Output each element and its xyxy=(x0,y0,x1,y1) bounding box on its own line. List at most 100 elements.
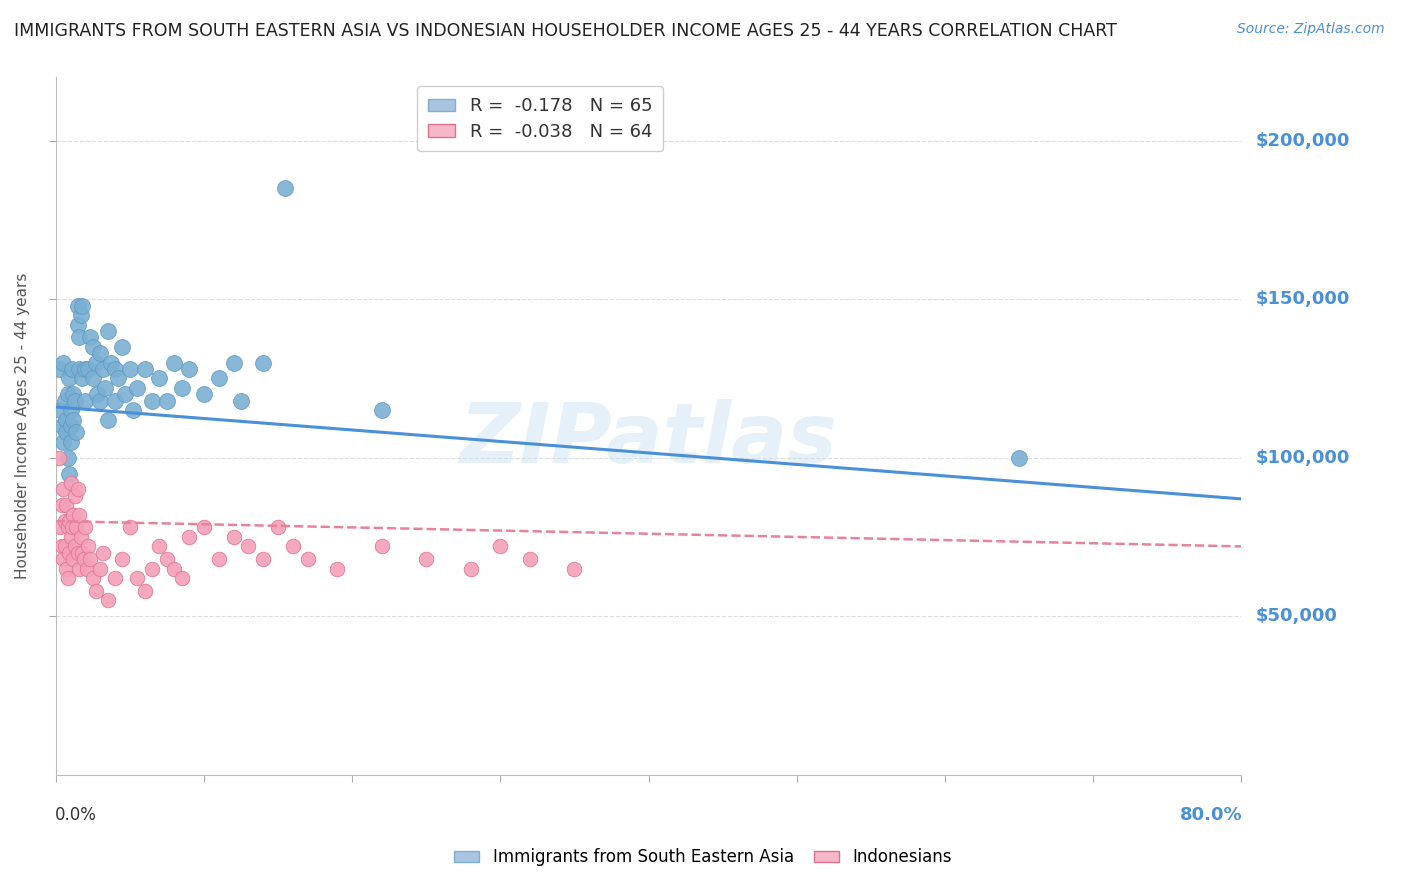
Point xyxy=(67,330,90,344)
Point xyxy=(193,520,215,534)
Point xyxy=(63,489,86,503)
Point xyxy=(163,356,186,370)
Point xyxy=(163,561,186,575)
Point xyxy=(97,324,120,338)
Point xyxy=(58,514,80,528)
Point xyxy=(82,571,104,585)
Point xyxy=(59,434,82,449)
Point xyxy=(55,425,77,440)
Point xyxy=(79,552,101,566)
Point xyxy=(86,387,108,401)
Point xyxy=(66,483,89,497)
Point xyxy=(63,540,86,554)
Point xyxy=(297,552,319,566)
Point xyxy=(70,308,93,322)
Point xyxy=(415,552,437,566)
Legend: R =  -0.178   N = 65, R =  -0.038   N = 64: R = -0.178 N = 65, R = -0.038 N = 64 xyxy=(418,87,664,152)
Point xyxy=(56,571,79,585)
Point xyxy=(82,371,104,385)
Point xyxy=(58,546,80,560)
Point xyxy=(59,476,82,491)
Point xyxy=(134,583,156,598)
Point xyxy=(326,561,349,575)
Text: 0.0%: 0.0% xyxy=(55,806,97,824)
Text: $100,000: $100,000 xyxy=(1256,449,1350,467)
Point xyxy=(59,530,82,544)
Point xyxy=(127,571,149,585)
Point xyxy=(62,387,84,401)
Point xyxy=(66,318,89,332)
Point xyxy=(82,340,104,354)
Point xyxy=(91,362,114,376)
Point xyxy=(156,393,179,408)
Point xyxy=(51,419,73,434)
Point xyxy=(52,552,75,566)
Point xyxy=(267,520,290,534)
Point xyxy=(371,540,394,554)
Point xyxy=(59,419,82,434)
Point xyxy=(84,356,107,370)
Point xyxy=(56,450,79,465)
Point xyxy=(52,356,75,370)
Point xyxy=(66,546,89,560)
Point xyxy=(72,546,94,560)
Point xyxy=(62,412,84,426)
Point xyxy=(222,356,245,370)
Point xyxy=(55,412,77,426)
Legend: Immigrants from South Eastern Asia, Indonesians: Immigrants from South Eastern Asia, Indo… xyxy=(446,840,960,875)
Point xyxy=(134,362,156,376)
Point xyxy=(55,498,77,512)
Point xyxy=(274,181,297,195)
Point xyxy=(111,552,134,566)
Point xyxy=(48,362,70,376)
Point xyxy=(62,552,84,566)
Point xyxy=(73,552,96,566)
Point xyxy=(114,387,136,401)
Point xyxy=(141,393,163,408)
Point xyxy=(59,403,82,417)
Point xyxy=(97,412,120,426)
Point xyxy=(519,552,541,566)
Point xyxy=(67,508,90,522)
Point xyxy=(65,520,87,534)
Point xyxy=(53,514,76,528)
Point xyxy=(60,362,83,376)
Point xyxy=(51,498,73,512)
Point xyxy=(48,450,70,465)
Point xyxy=(281,540,304,554)
Point xyxy=(56,387,79,401)
Point xyxy=(118,362,141,376)
Point xyxy=(52,483,75,497)
Point xyxy=(208,371,231,385)
Point xyxy=(1008,450,1031,465)
Point xyxy=(58,371,80,385)
Point xyxy=(107,371,129,385)
Point xyxy=(60,520,83,534)
Point xyxy=(55,561,77,575)
Point xyxy=(111,340,134,354)
Point xyxy=(100,356,122,370)
Point xyxy=(148,540,170,554)
Point xyxy=(67,362,90,376)
Text: IMMIGRANTS FROM SOUTH EASTERN ASIA VS INDONESIAN HOUSEHOLDER INCOME AGES 25 - 44: IMMIGRANTS FROM SOUTH EASTERN ASIA VS IN… xyxy=(14,22,1116,40)
Point xyxy=(62,508,84,522)
Point xyxy=(75,393,97,408)
Point xyxy=(52,434,75,449)
Point xyxy=(97,593,120,607)
Point xyxy=(489,540,512,554)
Point xyxy=(193,387,215,401)
Point xyxy=(118,520,141,534)
Point xyxy=(66,299,89,313)
Point xyxy=(77,362,100,376)
Point xyxy=(564,561,586,575)
Point xyxy=(89,393,111,408)
Point xyxy=(63,393,86,408)
Point xyxy=(75,362,97,376)
Point xyxy=(58,467,80,481)
Point xyxy=(127,381,149,395)
Point xyxy=(93,381,115,395)
Text: Source: ZipAtlas.com: Source: ZipAtlas.com xyxy=(1237,22,1385,37)
Text: $50,000: $50,000 xyxy=(1256,607,1337,625)
Point xyxy=(91,546,114,560)
Point xyxy=(141,561,163,575)
